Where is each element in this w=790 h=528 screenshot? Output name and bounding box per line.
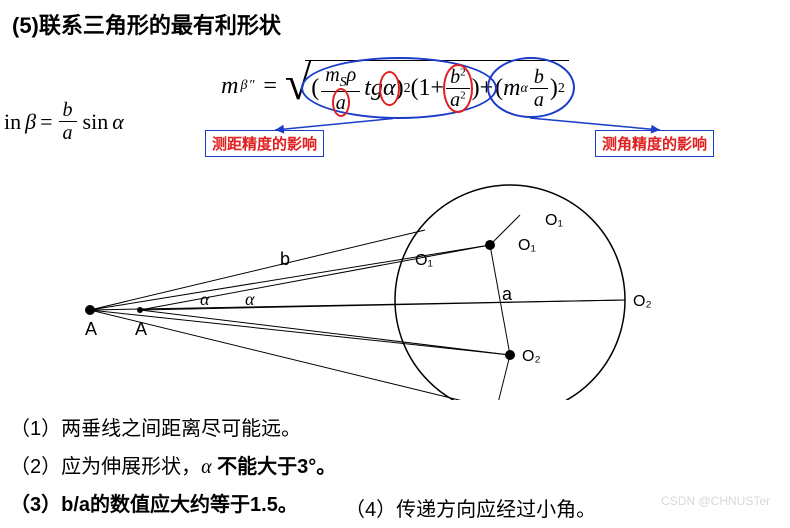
rho: ρ — [347, 64, 357, 86]
svg-text:O₁: O₁ — [518, 237, 536, 254]
frac-b2-a2: b2 a2 — [446, 67, 470, 110]
sqrt: √ ( mSρ a tgα )2 (1+ b2 a2 )+ — [285, 60, 569, 113]
side-den: a — [63, 122, 73, 143]
note-4: （4）传递方向应经过小角。 — [345, 493, 596, 522]
one-plus: (1+ — [411, 75, 445, 102]
svg-text:A: A — [85, 319, 97, 339]
exp1: 2 — [404, 81, 411, 97]
lhs-sup: ″ — [249, 78, 255, 94]
a-den: a — [534, 89, 544, 110]
b-num: b — [530, 67, 548, 89]
side-beta: β — [25, 109, 36, 135]
side-eq-sign: = — [40, 109, 52, 135]
notes-list: （1）两垂线之间距离尽可能远。 （2）应为伸展形状，α 不能大于3°。 （3）b… — [10, 410, 336, 524]
note-1: （1）两垂线之间距离尽可能远。 — [10, 410, 336, 448]
den-a1: a — [336, 92, 346, 113]
svg-text:O₂: O₂ — [505, 399, 524, 400]
note-2-alpha: α — [201, 456, 212, 478]
m-alpha-sub: α — [520, 81, 527, 97]
eq-sign: = — [263, 73, 277, 100]
note-2a: （2）应为伸展形状， — [10, 456, 201, 478]
side-in: in — [4, 109, 21, 135]
formula-row: mβ″ = √ ( mSρ a tgα )2 (1+ b2 a2 — [12, 46, 778, 126]
b2num: b — [450, 66, 460, 88]
main-formula: mβ″ = √ ( mSρ a tgα )2 (1+ b2 a2 — [221, 60, 569, 113]
m-alpha: m — [503, 75, 520, 102]
close-plus: )+ — [472, 75, 494, 102]
svg-text:O₂: O₂ — [633, 293, 652, 310]
svg-text:O₁: O₁ — [545, 212, 563, 229]
ms: m — [325, 64, 339, 86]
tg: tg — [364, 75, 383, 102]
side-frac: b a — [59, 100, 77, 143]
side-num: b — [59, 100, 77, 122]
svg-text:O₁: O₁ — [415, 252, 433, 269]
watermark: CSDN @CHNUSTer — [661, 494, 770, 508]
label-angle-accuracy: 测角精度的影响 — [595, 130, 714, 157]
svg-text:a: a — [502, 284, 513, 304]
frac-ms-rho-a: mSρ a — [321, 65, 360, 113]
lhs-sub: β — [241, 78, 248, 94]
note-2: （2）应为伸展形状，α 不能大于3°。 — [10, 448, 336, 486]
label-dist-accuracy: 测距精度的影响 — [205, 130, 324, 157]
lhs-m: m — [221, 73, 238, 100]
a2exp: 2 — [460, 89, 466, 101]
svg-text:b: b — [280, 249, 290, 269]
svg-text:O₂: O₂ — [522, 348, 541, 365]
side-equation: in β = b a sin α — [4, 100, 124, 143]
section-title: (5)联系三角形的最有利形状 — [12, 8, 778, 40]
note-2b: 不能大于3°。 — [212, 456, 337, 478]
side-alpha: α — [112, 109, 124, 135]
note-3: （3）b/a的数值应大约等于1.5。 — [10, 486, 336, 524]
side-sin: sin — [83, 109, 109, 135]
alpha-1: α — [383, 75, 396, 102]
exp2: 2 — [558, 81, 565, 97]
triangle-diagram: AAbaααO₁O₁O₁O₂O₂O₂ — [80, 180, 680, 400]
b2exp: 2 — [460, 66, 466, 78]
a2den: a — [450, 89, 460, 111]
sqrt-body: ( mSρ a tgα )2 (1+ b2 a2 )+ ( — [305, 60, 569, 113]
ms-sub: S — [340, 75, 347, 90]
svg-text:α: α — [200, 289, 210, 309]
diagram-svg: AAbaααO₁O₁O₁O₂O₂O₂ — [80, 180, 680, 400]
frac-b-a: b a — [530, 67, 548, 110]
svg-text:α: α — [245, 289, 255, 309]
